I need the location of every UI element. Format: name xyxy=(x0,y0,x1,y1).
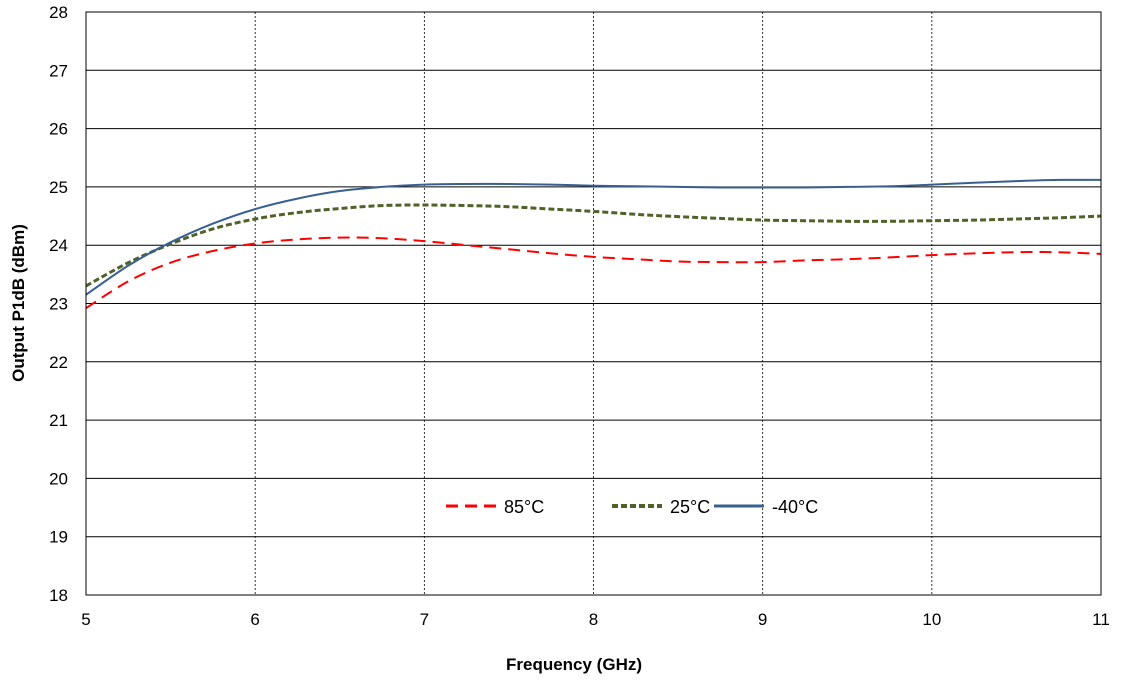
y-tick-label: 24 xyxy=(49,236,68,255)
y-tick-label: 18 xyxy=(49,586,68,605)
y-tick-label: 22 xyxy=(49,353,68,372)
y-tick-label: 27 xyxy=(49,61,68,80)
series-line-2 xyxy=(85,178,1102,296)
legend-label-1: 25°C xyxy=(670,497,710,517)
y-tick-label: 19 xyxy=(49,528,68,547)
series-layer xyxy=(85,178,1102,310)
y-tick-label: 21 xyxy=(49,411,68,430)
y-tick-label: 25 xyxy=(49,178,68,197)
legend-label-2: -40°C xyxy=(772,497,818,517)
legend-label-0: 85°C xyxy=(504,497,544,517)
x-tick-label: 9 xyxy=(758,610,767,629)
x-tick-label: 8 xyxy=(589,610,598,629)
y-tick-label: 20 xyxy=(49,469,68,488)
legend: 85°C 25°C -40°C xyxy=(446,497,818,517)
y-tick-label: 28 xyxy=(49,3,68,22)
x-tick-label: 11 xyxy=(1092,610,1110,629)
tick-labels: 18 19 20 21 22 23 24 25 26 27 28 5 6 7 8 9 10 11 xyxy=(49,3,1110,629)
plot-border xyxy=(85,11,1102,596)
y-tick-label: 26 xyxy=(49,120,68,139)
y-axis-title: Output P1dB (dBm) xyxy=(9,224,28,382)
x-axis-title: Frequency (GHz) xyxy=(506,655,642,674)
x-tick-label: 5 xyxy=(81,610,90,629)
series-line-0 xyxy=(85,236,1102,310)
x-tick-label: 10 xyxy=(922,610,941,629)
series-line-1 xyxy=(85,203,1102,288)
x-tick-label: 7 xyxy=(420,610,429,629)
y-tick-label: 23 xyxy=(49,295,68,314)
x-tick-label: 6 xyxy=(250,610,259,629)
